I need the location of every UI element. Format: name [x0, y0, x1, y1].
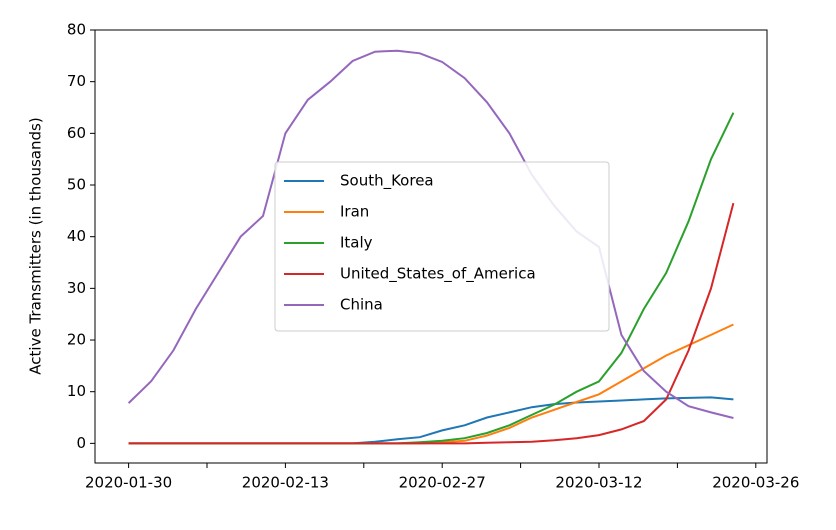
y-tick-label: 60 — [67, 124, 86, 142]
y-tick-label: 50 — [67, 176, 86, 194]
legend-label: China — [340, 296, 383, 314]
legend: South_Korea Iran Italy United_States_of_Ame… — [274, 161, 610, 332]
y-tick-label: 30 — [67, 279, 86, 297]
legend-label: United_States_of_America — [340, 265, 536, 284]
y-axis-label: Active Transmitters (in thousands) — [27, 117, 45, 374]
legend-label: South_Korea — [340, 172, 434, 191]
x-tick-label: 2020-02-13 — [242, 474, 329, 492]
legend-box — [274, 161, 610, 332]
y-tick-label: 40 — [67, 227, 86, 245]
y-tick-label: 10 — [67, 382, 86, 400]
y-tick-label: 20 — [67, 331, 86, 349]
legend-label: Italy — [340, 234, 373, 252]
series-line — [127, 49, 734, 419]
y-tick-label: 80 — [67, 21, 86, 39]
legend-label: Iran — [340, 203, 369, 221]
x-tick-label: 2020-03-12 — [555, 474, 642, 492]
x-tick-label: 2020-02-27 — [399, 474, 486, 492]
series-line — [128, 202, 735, 445]
x-tick-label: 2020-01-30 — [85, 474, 172, 492]
series-line — [128, 323, 734, 445]
plot-frame — [94, 29, 768, 464]
y-tick-label: 70 — [67, 72, 86, 90]
y-tick-label: 0 — [76, 434, 86, 452]
series-line — [128, 396, 734, 445]
x-tick-label: 2020-03-26 — [712, 474, 799, 492]
